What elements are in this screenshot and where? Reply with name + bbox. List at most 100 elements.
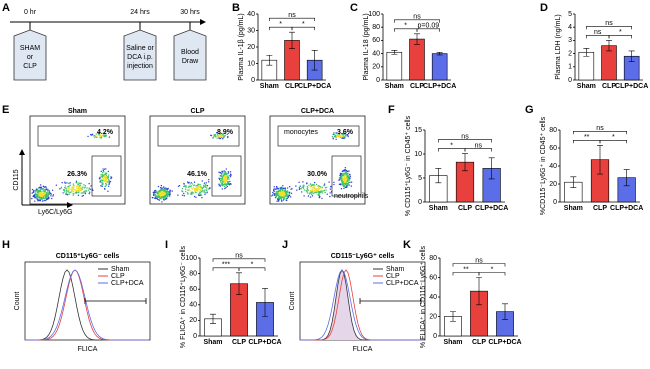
event-dot [90, 185, 92, 187]
event-dot [165, 191, 168, 194]
event-dot [285, 194, 287, 197]
event-dot [307, 195, 310, 197]
event-dot [154, 190, 156, 193]
event-dot [333, 135, 336, 138]
event-dot [336, 136, 338, 138]
y-tick-label: 2 [568, 50, 572, 57]
event-dot [83, 187, 85, 189]
panel-letter: G [525, 104, 534, 116]
event-dot [280, 196, 282, 199]
event-dot [341, 183, 343, 186]
event-dot [325, 186, 328, 188]
event-dot [221, 171, 224, 173]
y-tick-label: 80 [429, 255, 437, 262]
event-dot [201, 197, 203, 199]
event-dot [46, 196, 48, 198]
event-dot [73, 188, 75, 191]
event-dot [93, 134, 96, 137]
event-dot [83, 191, 85, 193]
timeline-box [13, 29, 47, 81]
event-dot [41, 197, 43, 199]
event-dot [177, 185, 180, 188]
event-dot [78, 191, 80, 194]
event-dot [321, 197, 323, 200]
event-dot [283, 198, 286, 200]
event-dot [345, 172, 348, 174]
event-dot [345, 181, 347, 183]
event-dot [155, 197, 157, 200]
event-dot [343, 137, 346, 139]
event-dot [338, 136, 340, 138]
flow-title: CLP+DCA [301, 108, 334, 115]
event-dot [75, 185, 78, 187]
y-tick-label: 80 [372, 24, 380, 31]
event-dot [91, 133, 94, 136]
event-dot [347, 174, 349, 177]
gate-percent: 3.6% [337, 129, 354, 136]
event-dot [301, 191, 303, 193]
event-dot [291, 188, 293, 190]
event-dot [225, 172, 228, 175]
event-dot [197, 187, 199, 190]
flow-axis: Ly6C/Ly6G [38, 209, 73, 216]
y-tick-label: 20 [372, 64, 380, 71]
event-dot [319, 187, 321, 190]
event-dot [68, 188, 70, 191]
x-tick-label: CLP+DCA [615, 83, 648, 90]
event-dot [104, 176, 106, 178]
event-dot [75, 189, 77, 192]
event-dot [307, 189, 309, 192]
error-bar [628, 50, 635, 62]
event-dot [152, 194, 155, 196]
event-dot [39, 184, 42, 186]
event-dot [347, 183, 349, 185]
panel-letter: H [2, 239, 10, 251]
panel-letter: F [388, 104, 395, 116]
sig-label: * [279, 21, 282, 28]
event-dot [51, 189, 54, 192]
event-dot [41, 188, 43, 190]
event-dot [36, 189, 39, 191]
event-dot [273, 193, 276, 195]
sig-label: ns [605, 20, 613, 27]
event-dot [199, 189, 202, 191]
sig-label: ns [475, 257, 483, 264]
event-dot [316, 185, 319, 188]
event-dot [44, 198, 47, 200]
hist-title: CD115⁻Ly6G⁺ cells [331, 253, 395, 260]
event-dot [70, 191, 72, 193]
event-dot [313, 189, 315, 191]
event-dot [86, 187, 88, 189]
error-bar [462, 153, 468, 172]
event-dot [224, 187, 226, 190]
event-dot [160, 184, 163, 187]
event-dot [227, 135, 229, 138]
sig-label: ns [288, 12, 296, 19]
event-dot [199, 191, 201, 193]
event-dot [344, 134, 347, 137]
event-dot [219, 133, 222, 135]
event-dot [276, 200, 278, 202]
event-dot [35, 188, 37, 191]
event-dot [187, 189, 189, 192]
event-dot [189, 183, 191, 185]
event-dot [38, 190, 40, 192]
event-dot [313, 190, 315, 193]
event-dot [45, 199, 47, 202]
event-dot [157, 195, 159, 197]
event-dot [219, 134, 222, 136]
event-dot [323, 184, 325, 187]
sig-bracket [394, 19, 440, 23]
event-dot [152, 191, 155, 194]
event-dot [227, 182, 229, 184]
event-dot [100, 170, 102, 173]
event-dot [333, 183, 335, 186]
event-dot [195, 185, 197, 187]
event-dot [198, 185, 200, 188]
event-dot [33, 194, 35, 196]
sig-bracket [608, 35, 632, 39]
event-dot [279, 197, 281, 199]
y-tick-label: 20 [189, 317, 197, 324]
event-dot [302, 186, 305, 189]
event-dot [108, 174, 110, 176]
